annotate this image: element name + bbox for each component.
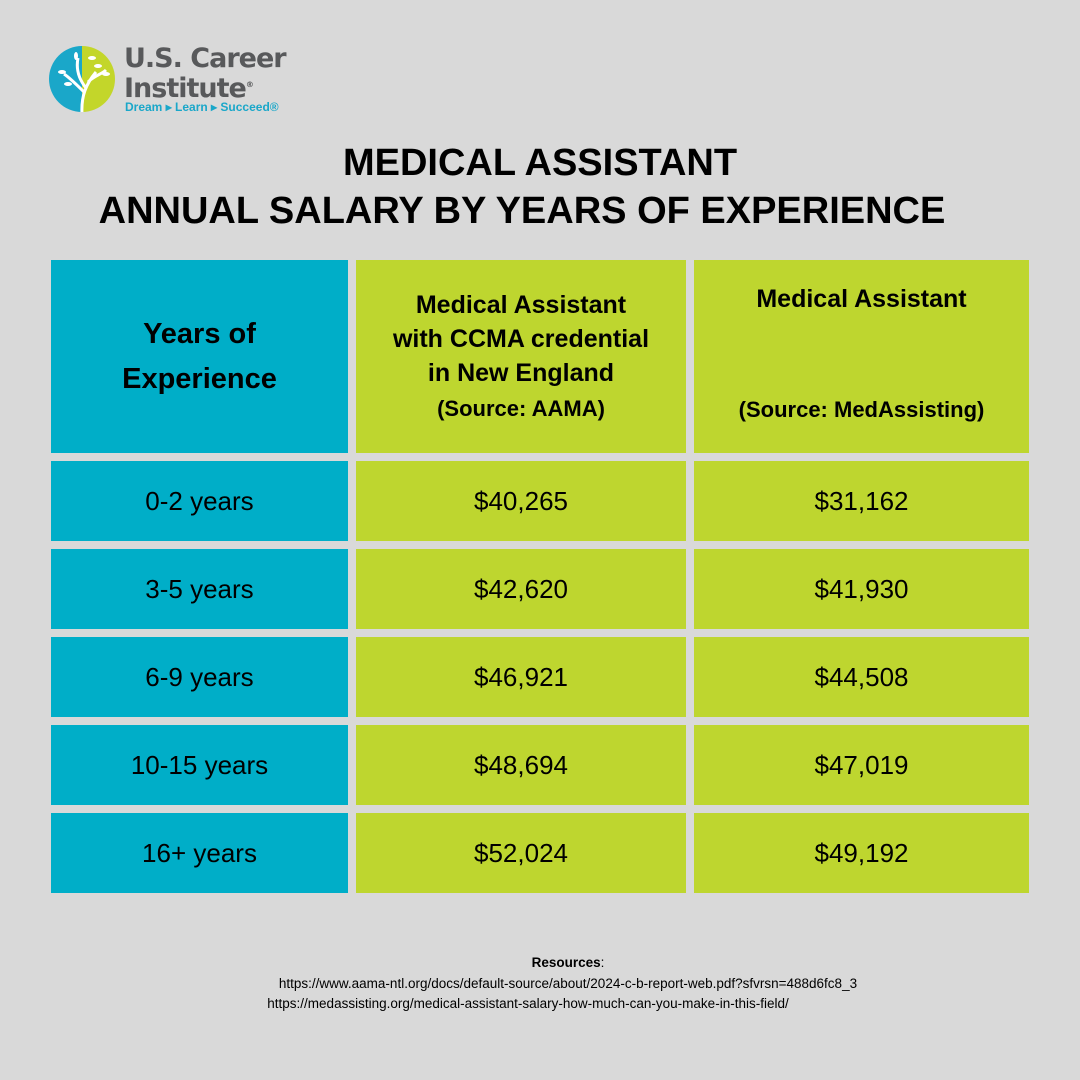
- brand-name-line2: Institute®: [124, 70, 254, 104]
- resources-label-text: Resources: [531, 955, 601, 970]
- salary-cell: $31,162: [694, 461, 1029, 541]
- experience-cell: 0-2 years: [51, 461, 348, 541]
- resources-label: Resources:: [531, 955, 605, 970]
- salary-cell: $46,921: [356, 637, 686, 717]
- salary-cell: $49,192: [694, 813, 1029, 893]
- header-line: Years of: [143, 317, 256, 350]
- tree-logo-icon: [49, 46, 115, 112]
- header-source: (Source: MedAssisting): [738, 397, 985, 422]
- header-cell: Medical Assistant with CCMA credential in …: [356, 260, 686, 453]
- header-source: (Source: AAMA): [437, 395, 605, 421]
- resource-link-2[interactable]: https://medassisting.org/medical-assista…: [267, 996, 789, 1011]
- header-cell: Medical Assistant (Source: MedAssisting): [694, 260, 1029, 453]
- page-title-line2: ANNUAL SALARY BY YEARS OF EXPERIENCE: [98, 190, 946, 232]
- resource-link-1[interactable]: https://www.aama-ntl.org/docs/default-so…: [278, 976, 858, 991]
- header-cell: Years of Experience: [51, 260, 348, 453]
- salary-cell: $48,694: [356, 725, 686, 805]
- experience-cell: 10-15 years: [51, 725, 348, 805]
- header-line: with CCMA credential: [392, 324, 650, 353]
- header-line: in New England: [427, 358, 615, 387]
- brand-name-text: Institute: [124, 73, 247, 104]
- header-line: Experience: [122, 362, 277, 395]
- experience-cell: 16+ years: [51, 813, 348, 893]
- header-line: Medical Assistant: [415, 290, 627, 319]
- header-line: Medical Assistant: [756, 285, 967, 313]
- experience-cell: 3-5 years: [51, 549, 348, 629]
- brand-tagline: Dream ▸ Learn ▸ Succeed®: [125, 100, 279, 114]
- brand-name-line1: U.S. Career: [124, 43, 287, 74]
- header-title: Medical Assistant: [756, 282, 966, 316]
- logo: U.S. Career Institute® Dream ▸ Learn ▸ S…: [48, 44, 308, 116]
- header-title: Years of Experience: [122, 312, 277, 402]
- salary-cell: $40,265: [356, 461, 686, 541]
- salary-cell: $47,019: [694, 725, 1029, 805]
- salary-cell: $42,620: [356, 549, 686, 629]
- registered-mark: ®: [245, 80, 254, 89]
- experience-cell: 6-9 years: [51, 637, 348, 717]
- salary-cell: $44,508: [694, 637, 1029, 717]
- page-title-line1: MEDICAL ASSISTANT: [342, 142, 738, 184]
- salary-cell: $41,930: [694, 549, 1029, 629]
- header-title: Medical Assistant with CCMA credential in …: [393, 288, 649, 390]
- salary-cell: $52,024: [356, 813, 686, 893]
